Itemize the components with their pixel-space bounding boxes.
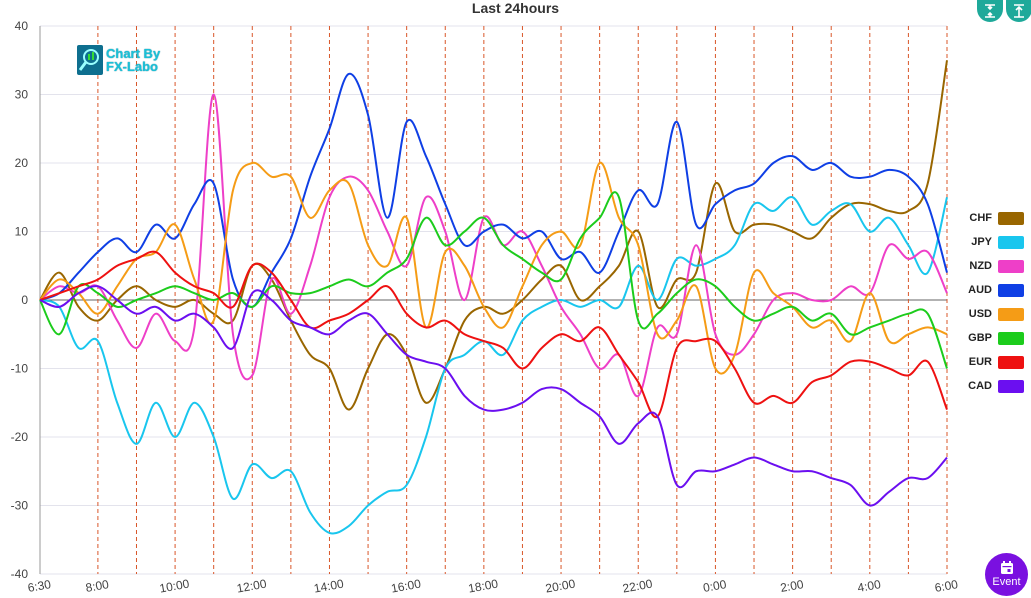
legend-label: NZD [969,260,992,272]
legend-item-usd[interactable]: USD [960,302,1024,326]
event-button-label: Event [992,576,1021,588]
legend-item-cad[interactable]: CAD [960,374,1024,398]
expand-button[interactable] [1006,0,1031,22]
series-line-chf [39,60,948,411]
x-tick-label: 6:00 [934,577,960,595]
x-tick-label: 20:00 [544,577,576,596]
legend-swatch [998,235,1024,249]
calendar-icon [1000,561,1013,574]
x-tick-label: 0:00 [702,577,728,595]
x-tick-label: 6:30 [27,577,53,595]
vertical-collapse-icon [985,4,995,18]
x-tick-label: 18:00 [467,577,499,596]
legend-swatch [998,211,1024,225]
y-tick-label: 40 [15,19,29,33]
legend-swatch [998,283,1024,297]
series-line-usd [39,161,948,375]
series-line-nzd [39,93,948,397]
collapse-button[interactable] [977,0,1003,22]
x-tick-label: 16:00 [390,577,422,596]
legend-label: JPY [971,236,992,248]
legend-swatch [998,355,1024,369]
x-tick-label: 8:00 [84,577,110,595]
x-tick-label: 12:00 [236,577,268,596]
legend-swatch [998,307,1024,321]
y-tick-label: 30 [15,88,29,102]
vertical-expand-icon [1014,4,1024,18]
y-tick-label: -20 [11,430,29,444]
legend-item-jpy[interactable]: JPY [960,230,1024,254]
y-tick-label: 0 [21,293,28,307]
legend: CHF JPY NZD AUD USD GBP EUR CAD [960,206,1024,398]
chart-logo-icon [77,45,103,75]
legend-swatch [998,331,1024,345]
x-tick-label: 10:00 [158,577,190,596]
logo: Chart By FX-Labo [77,45,160,75]
series-line-cad [39,285,948,507]
legend-item-nzd[interactable]: NZD [960,254,1024,278]
legend-swatch [998,259,1024,273]
chart-title: Last 24hours [471,0,560,16]
y-tick-label: -30 [11,499,29,513]
legend-item-gbp[interactable]: GBP [960,326,1024,350]
series-line-gbp [39,191,948,369]
series-line-aud [39,72,948,308]
y-tick-label: 20 [15,156,29,170]
legend-label: EUR [968,356,992,368]
legend-label: USD [968,308,992,320]
legend-label: CAD [968,380,992,392]
legend-swatch [998,379,1024,393]
legend-item-chf[interactable]: CHF [960,206,1024,230]
x-tick-label: 22:00 [622,577,654,596]
y-tick-label: 10 [15,225,29,239]
y-tick-label: -10 [11,362,29,376]
logo-line1: Chart By [106,46,161,61]
legend-label: GBP [968,332,992,344]
series-line-jpy [39,196,948,535]
legend-item-eur[interactable]: EUR [960,350,1024,374]
x-tick-label: 14:00 [313,577,345,596]
legend-label: CHF [969,212,992,224]
event-button[interactable]: Event [985,553,1028,596]
legend-label: AUD [968,284,992,296]
logo-line2: FX-Labo [106,59,158,74]
x-tick-label: 4:00 [856,577,882,595]
y-tick-label: -40 [11,567,29,581]
legend-item-aud[interactable]: AUD [960,278,1024,302]
x-tick-label: 2:00 [779,577,805,595]
series-line-eur [39,250,948,419]
